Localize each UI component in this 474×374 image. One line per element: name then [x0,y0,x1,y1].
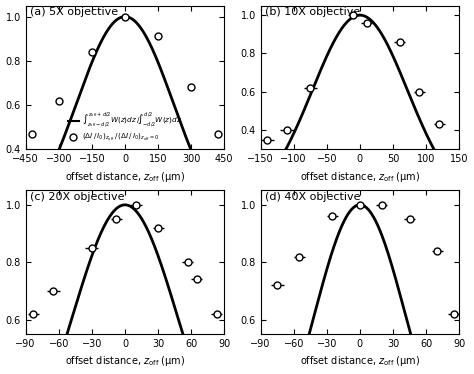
Text: (d) 40X objective: (d) 40X objective [264,192,360,202]
Text: (b) 10X objective: (b) 10X objective [264,7,360,17]
X-axis label: offset distance, $z_\mathrm{off}$ (μm): offset distance, $z_\mathrm{off}$ (μm) [300,169,420,184]
Text: (c) 20X objective: (c) 20X objective [30,192,124,202]
X-axis label: offset distance, $z_\mathrm{off}$ (μm): offset distance, $z_\mathrm{off}$ (μm) [65,355,185,368]
X-axis label: offset distance, $z_\mathrm{off}$ (μm): offset distance, $z_\mathrm{off}$ (μm) [65,169,185,184]
Legend: $\int_{z_\mathrm{off}-d/2}^{z_\mathrm{off}+d/2}W(z)dz\,/\!\int_{-d/2}^{d/2}W(z)d: $\int_{z_\mathrm{off}-d/2}^{z_\mathrm{of… [66,108,184,145]
X-axis label: offset distance, $z_\mathrm{off}$ (μm): offset distance, $z_\mathrm{off}$ (μm) [300,355,420,368]
Text: (a) 5X objective: (a) 5X objective [30,7,118,17]
